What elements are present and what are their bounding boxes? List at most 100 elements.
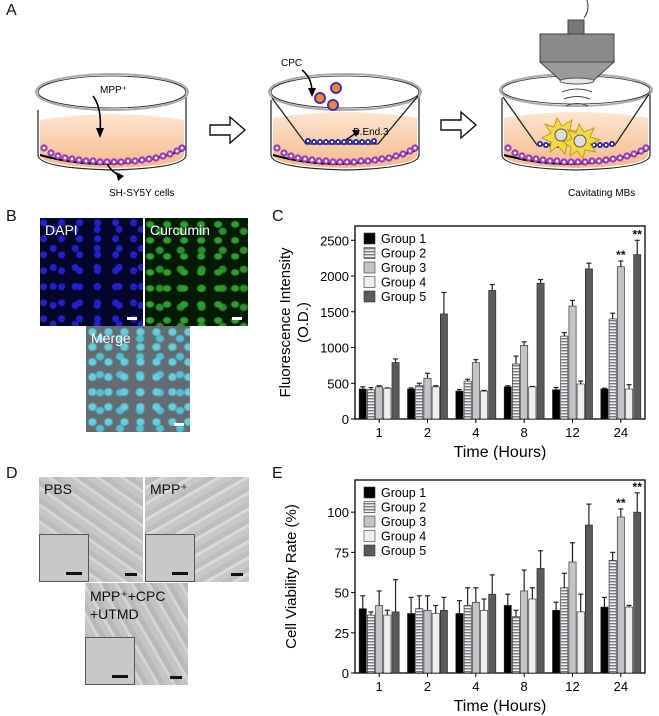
- legend-label: Group 3: [381, 515, 426, 529]
- bar: [616, 266, 625, 420]
- bar: [576, 611, 585, 674]
- y-tick-label: 50: [335, 586, 349, 601]
- scale-bar: [66, 572, 82, 575]
- significance-marker: **: [633, 480, 643, 494]
- panel-label-c: C: [272, 208, 284, 225]
- bar: [471, 362, 480, 420]
- y-axis-label: (O.D.): [295, 302, 312, 343]
- bar: [431, 613, 440, 674]
- scale-bar: [172, 572, 188, 575]
- y-tick-label: 100: [327, 505, 349, 520]
- x-tick-label: 2: [424, 425, 431, 440]
- bar: [528, 386, 537, 420]
- ultrasound-transducer-icon: [538, 0, 616, 107]
- merge-image: Merge: [86, 326, 190, 432]
- bar: [584, 524, 593, 674]
- dapi-image: DAPI: [40, 218, 143, 326]
- scale-bar: [125, 573, 137, 576]
- y-axis-label: Cell Viability Rate (%): [283, 504, 300, 649]
- bar: [600, 606, 609, 674]
- x-tick-label: 1: [376, 425, 383, 440]
- scale-bar: [112, 675, 128, 678]
- process-arrow-icon: [209, 115, 247, 145]
- inset-image: [145, 534, 195, 582]
- panel-label-a: A: [6, 2, 17, 19]
- cavitating-microbubbles-icon: [540, 116, 602, 160]
- bar: [536, 282, 545, 420]
- x-tick-label: 8: [521, 425, 528, 440]
- y-tick-label: 75: [335, 545, 349, 560]
- y-tick-label: 1000: [320, 341, 349, 356]
- inset-image: [39, 534, 89, 582]
- bar: [358, 388, 367, 420]
- x-tick-label: 4: [472, 425, 479, 440]
- bar: [616, 516, 625, 674]
- x-axis-label: Time (Hours): [454, 444, 547, 460]
- inset-image: [85, 637, 135, 685]
- bar: [407, 388, 415, 420]
- scale-bar: [170, 676, 182, 679]
- mpp-image: MPP⁺: [145, 477, 249, 582]
- x-axis-label: Time (Hours): [454, 698, 547, 715]
- bar: [391, 611, 400, 674]
- legend-swatch: [363, 544, 376, 557]
- bar: [407, 613, 415, 674]
- legend-swatch: [363, 486, 376, 499]
- x-tick-label: 12: [565, 679, 579, 694]
- x-tick-label: 4: [472, 679, 479, 694]
- y-tick-label: 25: [335, 626, 349, 641]
- bend3-cells-icon: [305, 138, 377, 145]
- legend-label: Group 1: [381, 232, 426, 246]
- bar: [480, 390, 488, 420]
- bar: [503, 386, 512, 420]
- bar: [633, 254, 642, 420]
- legend-label: Group 2: [381, 501, 426, 515]
- plot-frame: [354, 479, 646, 674]
- legend-label: Group 2: [381, 247, 426, 261]
- bar: [463, 605, 472, 674]
- dish-1: [35, 73, 189, 181]
- y-tick-label: 0: [342, 666, 349, 681]
- bar: [568, 561, 577, 674]
- scale-bar: [232, 317, 242, 320]
- bar: [568, 305, 577, 420]
- legend-label: Group 4: [381, 530, 426, 544]
- bar: [528, 598, 537, 674]
- bar: [391, 362, 400, 420]
- x-tick-label: 8: [521, 679, 528, 694]
- bar: [471, 601, 480, 674]
- bar: [625, 606, 633, 674]
- bar: [633, 511, 642, 674]
- y-tick-label: 0: [342, 412, 349, 427]
- y-tick-label: 500: [327, 376, 349, 391]
- x-tick-label: 2: [424, 679, 431, 694]
- bar: [560, 587, 569, 674]
- bar: [503, 605, 512, 674]
- legend-label: Group 5: [381, 290, 426, 304]
- bar: [552, 389, 560, 420]
- bar: [608, 318, 617, 420]
- x-tick-label: 24: [614, 679, 628, 694]
- bar: [608, 560, 617, 674]
- legend-swatch: [363, 290, 376, 303]
- bar: [383, 387, 392, 420]
- sh-sy5y-label: SH-SY5Y cells: [109, 188, 174, 199]
- significance-marker: **: [616, 248, 626, 262]
- legend-swatch: [363, 247, 376, 259]
- panel-label-d: D: [6, 465, 18, 482]
- bar: [576, 383, 585, 420]
- bar: [463, 380, 472, 420]
- schematic-diagram: MPP⁺ SH-SY5Y cells CPC B.End.3 Cavitatin…: [35, 0, 653, 199]
- legend-label: Group 4: [381, 276, 426, 290]
- mpp-cpc-utmd-image: MPP⁺+CPC +UTMD: [85, 583, 188, 685]
- dish-2: [268, 69, 422, 171]
- bar: [584, 268, 593, 420]
- bar: [375, 386, 384, 420]
- bar: [440, 609, 448, 674]
- bar: [415, 385, 424, 420]
- y-tick-label: 1500: [320, 305, 349, 320]
- bar: [488, 290, 497, 420]
- legend-label: Group 5: [381, 544, 426, 558]
- bar: [536, 568, 545, 674]
